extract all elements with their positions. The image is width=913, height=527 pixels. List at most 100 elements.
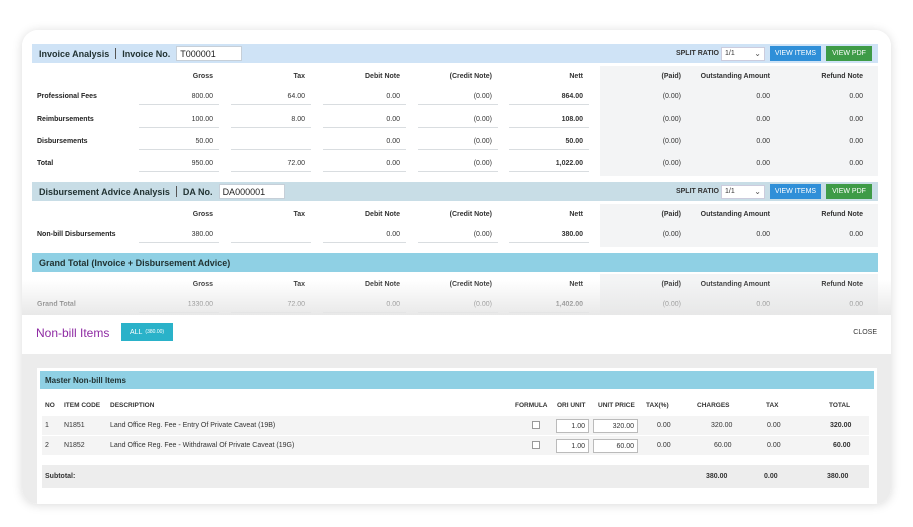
value-cell: 0.00 bbox=[849, 138, 863, 145]
invoice-title: Invoice Analysis bbox=[39, 48, 110, 59]
value-cell: 0.00 bbox=[849, 231, 863, 238]
chevron-down-icon: ⌄ bbox=[754, 186, 761, 196]
value-cell bbox=[231, 225, 311, 243]
value-cell: 950.00 bbox=[139, 154, 219, 172]
row-description: Land Office Reg. Fee - Entry Of Private … bbox=[110, 422, 276, 429]
master-nonbill-header: Master Non-bill Items bbox=[40, 371, 874, 389]
value-cell: 0.00 bbox=[323, 132, 406, 150]
column-header: (Credit Note) bbox=[449, 72, 492, 80]
value-cell: 72.00 bbox=[231, 154, 311, 172]
view-pdf-button[interactable]: VIEW PDF bbox=[826, 46, 872, 61]
row-label: Professional Fees bbox=[37, 93, 97, 100]
nonbill-title: Non-bill Items bbox=[36, 326, 110, 340]
split-ratio-select[interactable]: 1/1 ⌄ bbox=[721, 184, 765, 199]
column-header: Gross bbox=[192, 210, 213, 218]
row-item-code: N1851 bbox=[64, 422, 85, 429]
subtotal-label: Subtotal: bbox=[45, 473, 76, 480]
row-item-code: N1852 bbox=[64, 442, 85, 449]
column-header: (Paid) bbox=[661, 72, 681, 80]
unit-price-input[interactable]: 320.00 bbox=[593, 419, 638, 433]
col-unit-price: UNIT PRICE bbox=[598, 402, 635, 409]
value-cell: 0.00 bbox=[849, 93, 863, 100]
column-header: Refund Note bbox=[821, 72, 863, 80]
value-cell: (0.00) bbox=[418, 154, 498, 172]
value-cell: 0.00 bbox=[323, 154, 406, 172]
disbursement-no-label: DA No. bbox=[182, 186, 213, 197]
col-item-code: ITEM CODE bbox=[64, 402, 101, 409]
row-no: 2 bbox=[45, 442, 49, 449]
column-header: Debit Note bbox=[365, 210, 400, 218]
value-cell: 0.00 bbox=[756, 160, 770, 167]
row-no: 1 bbox=[45, 422, 49, 429]
value-cell: 380.00 bbox=[509, 225, 589, 243]
value-cell: 8.00 bbox=[231, 110, 311, 128]
value-cell: 108.00 bbox=[509, 110, 589, 128]
col-formula: FORMULA bbox=[515, 402, 548, 409]
invoice-no-label: Invoice No. bbox=[122, 48, 171, 59]
invoice-no-input[interactable]: T000001 bbox=[176, 46, 243, 61]
row-charges: 320.00 bbox=[711, 422, 733, 429]
value-cell: 0.00 bbox=[323, 87, 406, 105]
col-tax: TAX bbox=[766, 402, 779, 409]
all-label: ALL bbox=[129, 328, 143, 336]
split-ratio-value: 1/1 bbox=[725, 187, 735, 195]
value-cell: 864.00 bbox=[509, 87, 589, 105]
divider bbox=[175, 186, 177, 197]
disbursement-header-bar: Disbursement Advice Analysis DA No. DA0000… bbox=[32, 182, 878, 201]
formula-checkbox[interactable] bbox=[532, 421, 540, 429]
column-header: Tax bbox=[293, 72, 305, 80]
disbursement-no-input[interactable]: DA000001 bbox=[218, 184, 285, 199]
invoice-header-bar: Invoice Analysis Invoice No. T000001 SPLIT … bbox=[32, 44, 878, 63]
column-header: Outstanding Amount bbox=[700, 210, 770, 218]
master-nonbill-card: Master Non-bill Items NO ITEM CODE DESCR… bbox=[37, 368, 877, 504]
value-cell: 0.00 bbox=[756, 138, 770, 145]
analysis-area: Invoice Analysis Invoice No. T000001 SPLIT … bbox=[22, 30, 891, 317]
col-description: DESCRIPTION bbox=[110, 402, 155, 409]
row-label: Total bbox=[37, 160, 54, 167]
row-tax-pct: 0.00 bbox=[657, 422, 671, 429]
ori-unit-input[interactable]: 1.00 bbox=[556, 439, 589, 453]
split-ratio-select[interactable]: 1/1 ⌄ bbox=[721, 46, 765, 61]
subtotal-charges: 380.00 bbox=[706, 473, 728, 480]
col-charges: CHARGES bbox=[697, 402, 730, 409]
value-cell: 0.00 bbox=[756, 116, 770, 123]
overlay-fade bbox=[22, 280, 891, 315]
unit-price-input[interactable]: 60.00 bbox=[593, 439, 638, 453]
col-total: TOTAL bbox=[829, 402, 851, 409]
column-header: Tax bbox=[293, 210, 305, 218]
value-cell: 64.00 bbox=[231, 87, 311, 105]
value-cell: 0.00 bbox=[849, 116, 863, 123]
value-cell: (0.00) bbox=[662, 116, 681, 123]
all-filter-button[interactable]: ALL (380.00) bbox=[121, 323, 173, 341]
ori-unit-input[interactable]: 1.00 bbox=[556, 419, 589, 433]
value-cell: (0.00) bbox=[418, 132, 498, 150]
value-cell: 50.00 bbox=[139, 132, 219, 150]
value-cell: (0.00) bbox=[662, 160, 681, 167]
row-charges: 60.00 bbox=[714, 442, 732, 449]
col-ori-unit: ORI UNIT bbox=[557, 402, 586, 409]
value-cell: (0.00) bbox=[662, 93, 681, 100]
subtotal-total: 380.00 bbox=[827, 473, 849, 480]
close-button[interactable]: CLOSE bbox=[853, 329, 877, 336]
table-row: 1 N1851 Land Office Reg. Fee - Entry Of … bbox=[42, 416, 869, 435]
all-amount: (380.00) bbox=[145, 329, 165, 335]
col-no: NO bbox=[45, 402, 55, 409]
view-items-button[interactable]: VIEW ITEMS bbox=[770, 184, 821, 199]
value-cell: 800.00 bbox=[139, 87, 219, 105]
chevron-down-icon: ⌄ bbox=[754, 48, 761, 58]
row-description: Land Office Reg. Fee - Withdrawal Of Pri… bbox=[110, 442, 295, 449]
view-pdf-button[interactable]: VIEW PDF bbox=[826, 184, 872, 199]
value-cell: 0.00 bbox=[849, 160, 863, 167]
col-tax-pct: TAX(%) bbox=[646, 402, 669, 409]
split-ratio-label: SPLIT RATIO bbox=[675, 50, 719, 57]
value-cell: 0.00 bbox=[323, 225, 406, 243]
formula-checkbox[interactable] bbox=[532, 441, 540, 449]
column-header: Nett bbox=[569, 210, 583, 218]
row-total: 60.00 bbox=[833, 442, 851, 449]
column-header: Debit Note bbox=[365, 72, 400, 80]
view-items-button[interactable]: VIEW ITEMS bbox=[770, 46, 821, 61]
column-header: Nett bbox=[569, 72, 583, 80]
subtotal-tax: 0.00 bbox=[764, 473, 778, 480]
value-cell: 100.00 bbox=[139, 110, 219, 128]
row-tax: 0.00 bbox=[767, 422, 781, 429]
